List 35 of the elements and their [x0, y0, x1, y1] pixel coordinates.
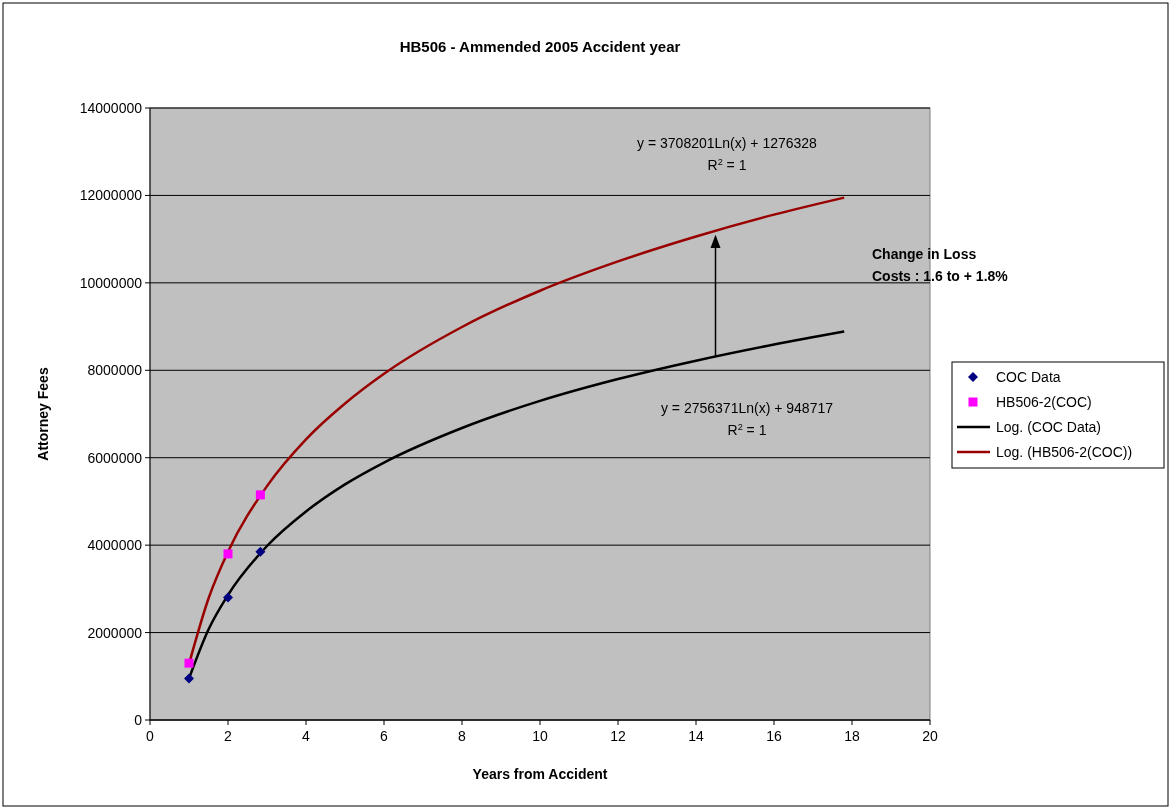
legend-label: COC Data: [996, 369, 1061, 385]
y-tick-label: 14000000: [79, 100, 143, 116]
x-tick-label: 12: [610, 728, 626, 744]
legend-label: Log. (COC Data): [996, 419, 1102, 435]
point: [223, 549, 233, 559]
y-tick-label: 12000000: [79, 187, 143, 204]
x-tick-label: 6: [380, 728, 389, 744]
x-tick-label: 4: [302, 728, 311, 744]
y-tick-label: 10000000: [79, 274, 143, 291]
x-axis-title: Years from Accident: [472, 766, 608, 782]
point: [223, 592, 233, 603]
point: [184, 673, 194, 684]
x-tick-label: 0: [146, 728, 155, 744]
x-tick-label: 14: [688, 728, 704, 744]
legend-label: HB506-2(COC): [996, 394, 1092, 410]
chart-title: HB506 - Ammended 2005 Accident year: [399, 38, 681, 55]
x-tick-label: 2: [224, 728, 233, 744]
x-tick-label: 8: [458, 728, 467, 744]
x-tick-label: 20: [922, 728, 938, 744]
y-axis-title: Attorney Fees: [35, 367, 51, 461]
x-tick-label: 10: [532, 728, 548, 744]
annotation: y = 3708201Ln(x) + 1276328 R$^{2}$ = 1: [637, 135, 818, 173]
x-tick-label: 16: [766, 728, 782, 744]
point: [255, 546, 266, 557]
x-tick-label: 18: [844, 728, 860, 744]
y-tick-label: 4000000: [87, 537, 143, 554]
y-tick-label: 6000000: [87, 449, 143, 466]
point: [255, 490, 265, 500]
y-tick-label: 2000000: [87, 624, 143, 641]
point: [184, 658, 194, 668]
y-tick-label: 8000000: [87, 362, 143, 379]
annotation: Change in Loss Costs : 1.6 to + 1.8%: [872, 246, 1009, 284]
legend-label: Log. (HB506-2(COC)): [996, 444, 1133, 460]
annotation: y = 2756371Ln(x) + 948717 R$^{2}$ = 1: [660, 400, 834, 438]
y-tick-label: 0: [134, 712, 143, 728]
